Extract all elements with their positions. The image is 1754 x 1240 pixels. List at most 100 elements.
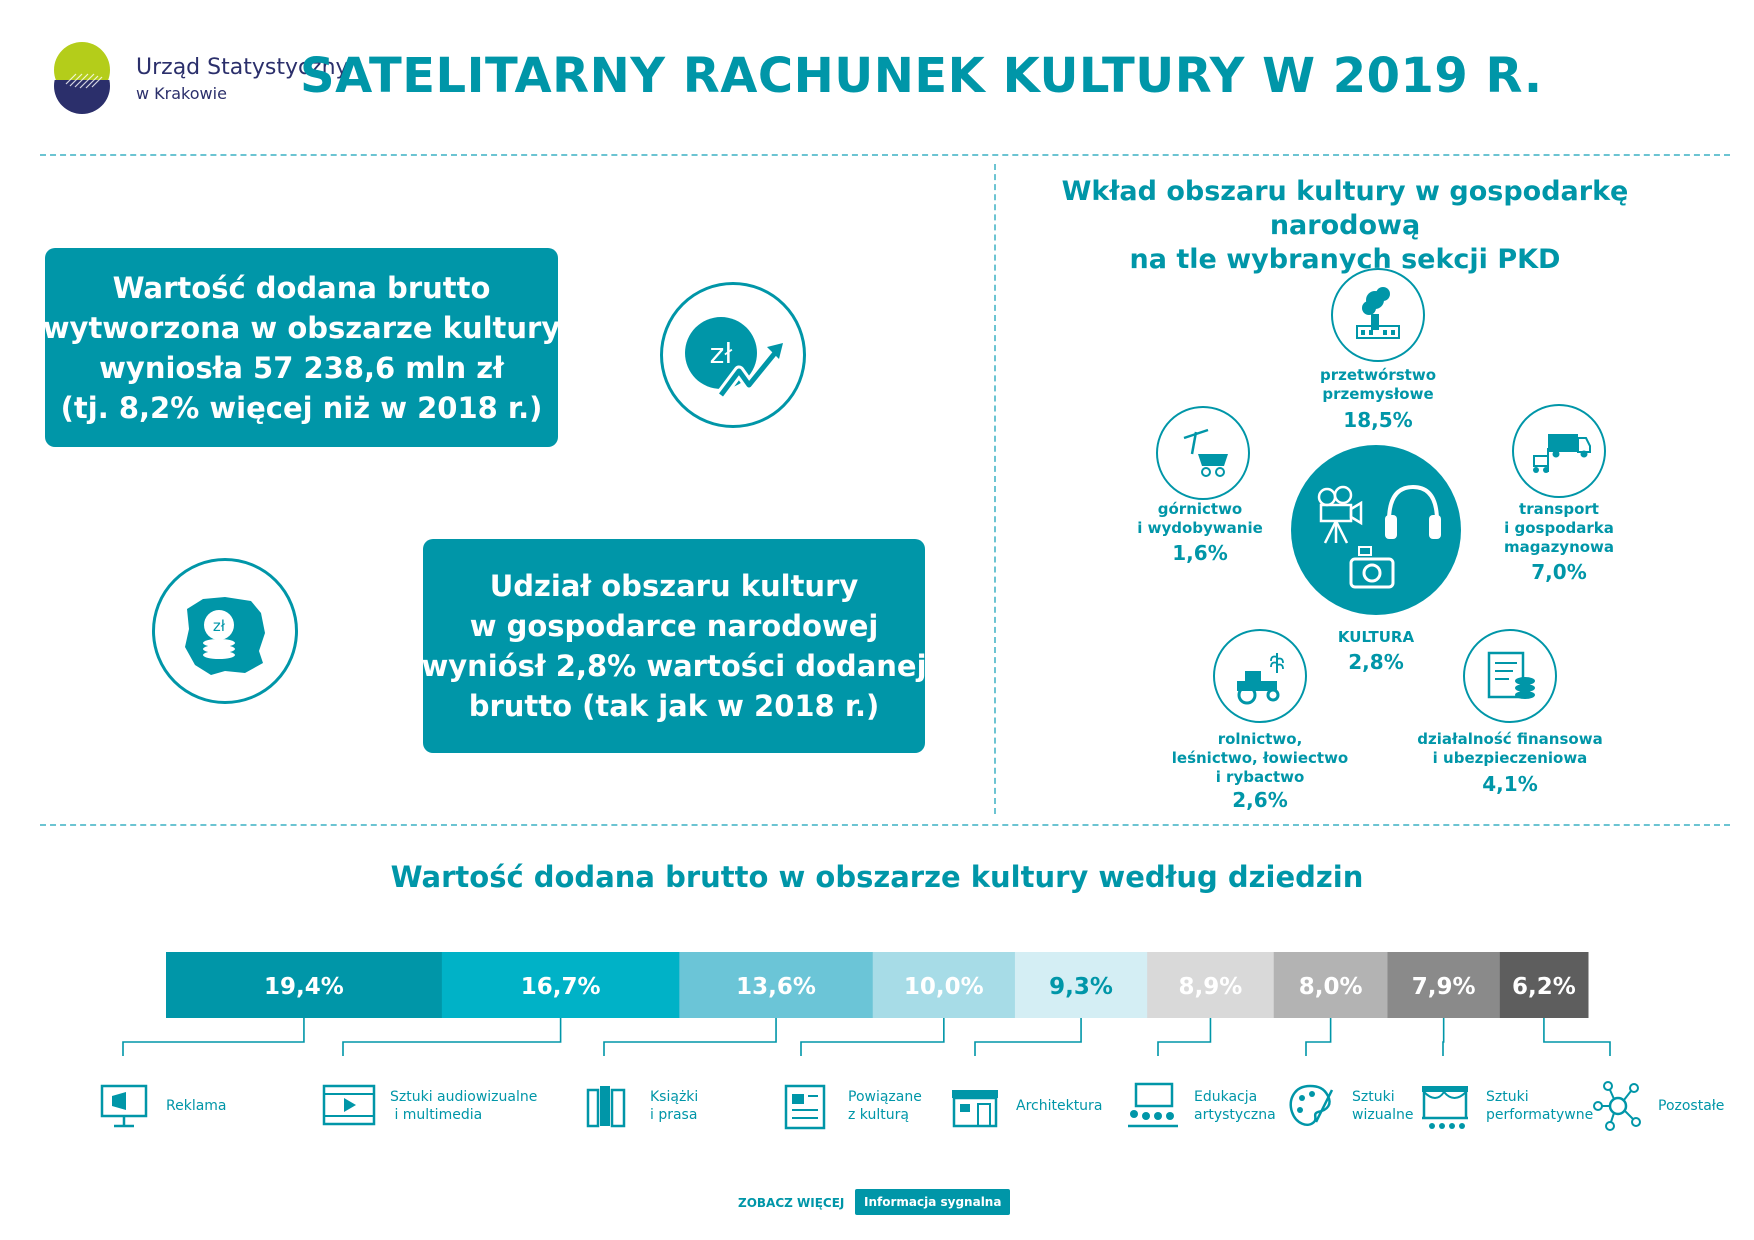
legend-item: Pozostałe [1588, 1078, 1724, 1134]
legend-connector [1543, 1018, 1611, 1056]
sector-label-kultura: KULTURA [1337, 628, 1415, 646]
legend-label: Reklama [166, 1097, 227, 1115]
legend-label-line: i multimedia [390, 1107, 483, 1123]
gva-value-box: Wartość dodana brutto wytworzona w obsza… [42, 248, 561, 447]
bar-value-label: 8,0% [1299, 974, 1363, 1000]
bar-value-label: 6,2% [1512, 974, 1576, 1000]
legend-label: Sztuki audiowizualne i multimedia [390, 1088, 537, 1124]
bar-value-label: 13,6% [736, 974, 816, 1000]
legend-connector [1305, 1018, 1332, 1056]
legend-item: Reklama [96, 1078, 227, 1134]
page-title: SATELITARNY RACHUNEK KULTURY W 2019 R. [300, 48, 1543, 104]
gva-box-line: wytworzona w obszarze kultury [42, 310, 561, 345]
legend-item: Architektura [946, 1078, 1102, 1134]
share-box-line: Udział obszaru kultury [489, 569, 859, 603]
stage-icon [1422, 1086, 1468, 1129]
sector-value-kultura: 2,8% [1348, 650, 1404, 674]
sector-label-line: i wydobywanie [1137, 519, 1263, 537]
legend-label: Edukacja artystyczna [1194, 1088, 1276, 1124]
legend-label-line: Reklama [166, 1098, 227, 1114]
bar-segment [1273, 952, 1388, 1018]
divider-top [40, 154, 1730, 156]
legend-label-line: Sztuki [1352, 1089, 1395, 1105]
books-icon [586, 1086, 626, 1128]
gva-box-line: Wartość dodana brutto [112, 270, 491, 305]
sector-label-line: magazynowa [1503, 538, 1615, 556]
sector-label-line: i ubezpieczeniowa [1432, 749, 1588, 767]
bar-segment [1387, 952, 1501, 1018]
bar-value-label: 7,9% [1412, 974, 1476, 1000]
coin-growth-icon: zł [660, 282, 806, 428]
domain-chart-title: Wartość dodana brutto w obszarze kultury… [390, 860, 1364, 894]
building-icon [952, 1090, 998, 1128]
bar-segment [1147, 952, 1275, 1018]
legend-label: Pozostałe [1658, 1097, 1724, 1115]
logo-line-2: w Krakowie [136, 84, 227, 103]
coin-symbol: zł [710, 337, 733, 370]
sector-label-line: działalność finansowa [1417, 730, 1603, 748]
sector-value-transport: 7,0% [1531, 560, 1587, 584]
film-icon [322, 1084, 376, 1126]
stacked-bar-chart: 19,4% 16,7% 13,6% 10,0% 9,3% 8,9% 8,0% 7,9% 6,2% [122, 952, 1611, 1056]
mining-icon [1156, 406, 1250, 500]
legend-label-line: i prasa [650, 1107, 698, 1123]
divider-vertical [994, 164, 996, 814]
bar-value-label: 9,3% [1049, 974, 1113, 1000]
sector-label-transport: transport i gospodarka magazynowa [1459, 500, 1659, 557]
legend-connector [1442, 1018, 1445, 1056]
bar-segment [166, 952, 443, 1018]
sector-label-finanse: działalność finansowa i ubezpieczeniowa [1400, 730, 1620, 768]
sector-label-line: górnictwo [1157, 500, 1243, 518]
legend-item: Sztuki performatywne [1416, 1078, 1593, 1134]
legend-connector [342, 1018, 562, 1056]
sector-title-line: na tle wybranych sekcji PKD [1129, 244, 1561, 275]
bar-segment [441, 952, 680, 1018]
gva-box-line: (tj. 8,2% więcej niż w 2018 r.) [60, 390, 543, 425]
bar-value-label: 10,0% [904, 974, 984, 1000]
divider-middle [40, 824, 1730, 826]
legend-label: Sztuki wizualne [1352, 1088, 1414, 1124]
legend-label: Sztuki performatywne [1486, 1088, 1593, 1124]
tractor-icon [1213, 629, 1307, 723]
map-coin-symbol: zł [213, 617, 226, 635]
sector-label-line: leśnictwo, łowiectwo [1171, 749, 1349, 767]
legend-connector [974, 1018, 1082, 1056]
legend-item: Książki i prasa [580, 1078, 698, 1134]
legend-label-line: Edukacja [1194, 1089, 1258, 1105]
legend-label-line: artystyczna [1194, 1107, 1276, 1123]
legend-connector [603, 1018, 777, 1056]
culture-share-box: Udział obszaru kultury w gospodarce naro… [421, 539, 927, 753]
see-more-label: ZOBACZ WIĘCEJ [738, 1196, 845, 1210]
logo-line-1: Urząd Statystyczny [136, 55, 349, 80]
billboard-icon [100, 1084, 148, 1128]
bar-segment [872, 952, 1016, 1018]
sector-label-rolnictwo: rolnictwo, leśnictwo, łowiectwo i rybact… [1160, 730, 1360, 787]
sector-label-line: rolnictwo, [1217, 730, 1303, 748]
sector-label-gornictwo: górnictwo i wydobywanie [1100, 500, 1300, 538]
bar-value-label: 8,9% [1179, 974, 1243, 1000]
culture-media-icons [1317, 484, 1441, 589]
legend-label-line: Książki [650, 1089, 699, 1105]
sector-value-finanse: 4,1% [1482, 772, 1538, 796]
legend-item: Edukacja artystyczna [1124, 1078, 1276, 1134]
legend-label-line: performatywne [1486, 1107, 1594, 1123]
sector-value-rolnictwo: 2,6% [1232, 788, 1288, 812]
signal-information-button[interactable]: Informacja sygnalna [855, 1189, 1011, 1215]
logo-mark [54, 42, 110, 114]
logo: Urząd Statystyczny w Krakowie [40, 40, 349, 116]
truck-icon [1512, 404, 1606, 498]
bar-segment [1014, 952, 1148, 1018]
legend-label: Książki i prasa [650, 1088, 698, 1124]
legend-label: Architektura [1016, 1097, 1102, 1115]
legend-label: Powiązane z kulturą [848, 1088, 922, 1124]
legend-label-line: z kulturą [848, 1107, 909, 1123]
legend-connector [1157, 1018, 1212, 1056]
legend-label-line: Sztuki audiowizualne [390, 1089, 538, 1105]
bar-segment [679, 952, 874, 1018]
sector-section-title: Wkład obszaru kultury w gospodarkę narod… [1000, 175, 1690, 277]
sector-label-przetworstwo: przetwórstwo przemysłowe [1278, 366, 1478, 404]
chart-legend: Reklama Sztuki audiowizualne i multimedia… [0, 1070, 1754, 1140]
share-box-line: brutto (tak jak w 2018 r.) [468, 689, 880, 723]
sector-label-line: przemysłowe [1322, 385, 1434, 403]
bar-value-label: 16,7% [521, 974, 601, 1000]
